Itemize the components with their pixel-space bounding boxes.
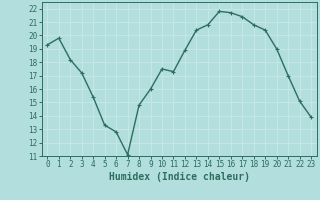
X-axis label: Humidex (Indice chaleur): Humidex (Indice chaleur) bbox=[109, 172, 250, 182]
